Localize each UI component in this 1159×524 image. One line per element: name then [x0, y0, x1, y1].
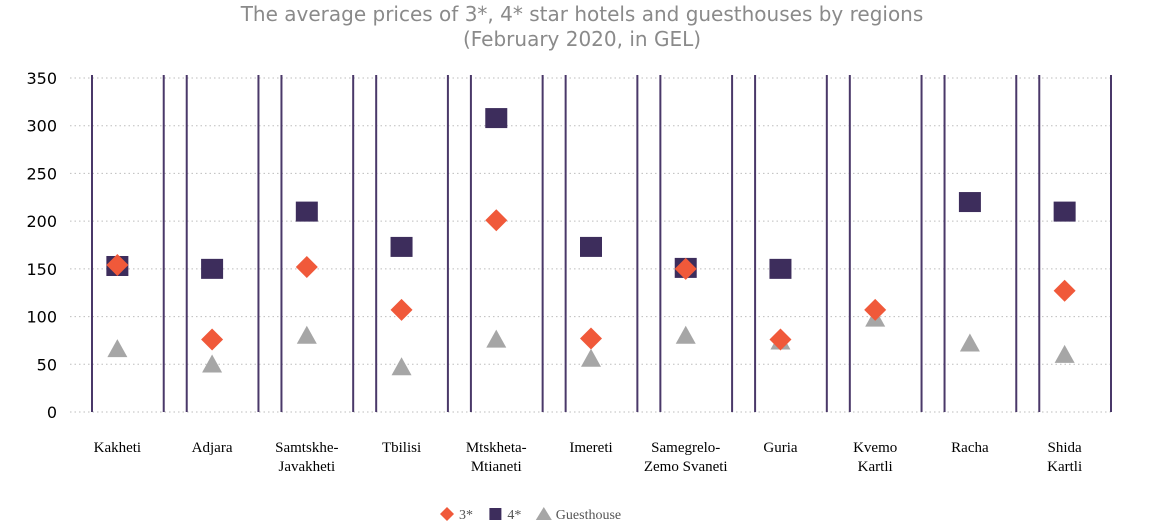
y-tick-label: 300 [26, 117, 57, 136]
point-guesthouse [202, 354, 223, 373]
legend-label: 3* [459, 508, 473, 523]
point-3-star [390, 298, 413, 321]
y-tick-label: 250 [26, 164, 57, 183]
legend-swatch-3-star [440, 507, 454, 521]
x-tick-label: Racha [951, 440, 989, 456]
point-4-star [201, 258, 224, 279]
point-3-star [106, 254, 129, 277]
point-guesthouse [391, 357, 412, 376]
y-tick-label: 100 [26, 308, 57, 327]
point-guesthouse [581, 348, 601, 367]
point-3-star [580, 327, 602, 350]
point-4-star [485, 108, 508, 129]
point-guesthouse [107, 339, 128, 358]
point-guesthouse [486, 329, 507, 348]
point-4-star [580, 236, 602, 257]
data-marks [106, 108, 1076, 376]
chart-subtitle: (February 2020, in GEL) [463, 27, 701, 51]
chart-title: The average prices of 3*, 4* star hotels… [240, 2, 924, 26]
point-3-star [485, 209, 508, 232]
region-bands [91, 75, 1112, 412]
legend-label: 4* [507, 508, 521, 523]
point-4-star [1053, 201, 1076, 222]
point-3-star [295, 255, 318, 278]
y-tick-label: 50 [37, 355, 57, 374]
y-tick-label: 0 [47, 403, 57, 422]
y-tick-label: 350 [26, 69, 57, 88]
x-tick-label: Samegrelo-Zemo Svaneti [644, 440, 728, 475]
point-4-star [769, 258, 792, 279]
x-tick-label: Guria [763, 440, 797, 456]
x-tick-label: Adjara [192, 440, 233, 456]
x-tick-label: Kakheti [94, 440, 141, 456]
point-3-star [201, 328, 224, 351]
legend-label: Guesthouse [556, 508, 621, 523]
point-3-star [1053, 279, 1076, 302]
y-tick-label: 150 [26, 260, 57, 279]
y-axis: 0 50 100 150 200 250 300 350 [26, 69, 57, 422]
legend-swatch-4-star [489, 508, 502, 520]
point-guesthouse [959, 333, 980, 352]
point-guesthouse [675, 325, 696, 344]
point-3-star [864, 298, 887, 321]
legend: 3* 4* Guesthouse [440, 507, 621, 523]
x-axis: Kakheti Adjara Samtskhe-Javakheti Tbilisi Mt… [94, 440, 1083, 475]
x-tick-label: Samtskhe-Javakheti [275, 440, 338, 475]
point-3-star [769, 328, 792, 351]
point-4-star [390, 236, 413, 257]
x-tick-label: Kvemo Kartli [853, 440, 897, 475]
point-guesthouse [296, 325, 317, 344]
legend-swatch-guesthouse [535, 507, 552, 520]
point-4-star [295, 201, 318, 222]
x-tick-label: Shida Kartli [1047, 440, 1082, 475]
x-tick-label: Mtskheta-Mtianeti [466, 440, 527, 475]
x-tick-label: Tbilisi [382, 440, 421, 456]
point-guesthouse [1054, 344, 1075, 363]
y-tick-label: 200 [26, 212, 57, 231]
point-4-star [958, 192, 981, 213]
x-tick-label: Imereti [569, 440, 612, 456]
point-3-star [674, 257, 697, 280]
